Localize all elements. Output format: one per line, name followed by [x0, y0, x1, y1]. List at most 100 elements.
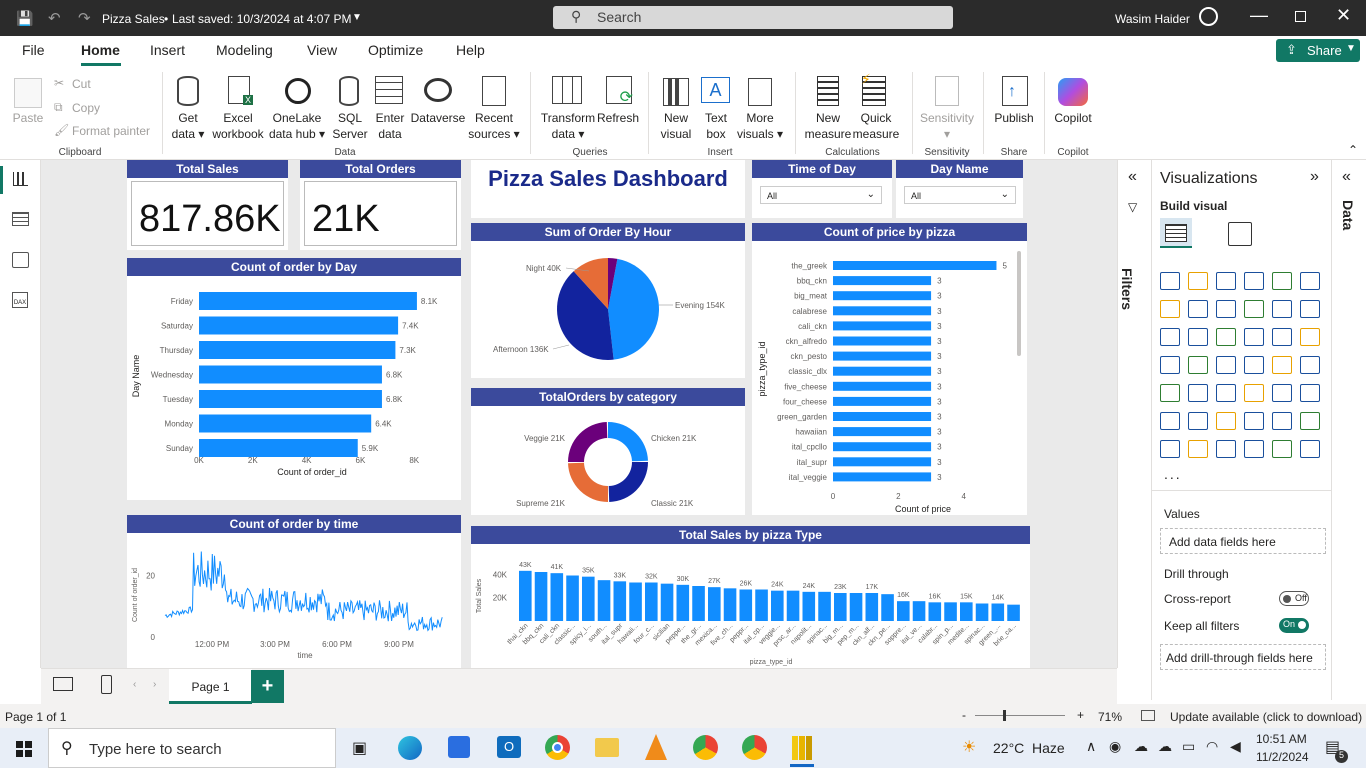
- visual-type-icon[interactable]: [1216, 384, 1236, 402]
- search-box[interactable]: ⚲ Search: [553, 6, 953, 29]
- zoom-slider[interactable]: [975, 715, 1065, 716]
- battery-icon[interactable]: ▭: [1182, 738, 1196, 754]
- menu-home[interactable]: Home: [81, 42, 120, 58]
- visual-type-icon[interactable]: [1244, 328, 1264, 346]
- share-button[interactable]: ⇪ Share ▼: [1276, 39, 1360, 62]
- transform-data-button[interactable]: Transform data ▾: [540, 111, 596, 141]
- chart-sales-by-type[interactable]: Total Sales by pizza Type 40K 20K thai_ckn…: [471, 526, 1030, 668]
- values-drop-zone[interactable]: Add data fields here: [1160, 528, 1326, 554]
- cross-report-toggle[interactable]: Off: [1279, 591, 1309, 606]
- new-measure-button[interactable]: New measure: [804, 111, 852, 141]
- visual-type-icon[interactable]: [1216, 412, 1236, 430]
- visual-type-icon[interactable]: [1216, 440, 1236, 458]
- visual-type-icon[interactable]: [1272, 300, 1292, 318]
- visual-type-icon[interactable]: [1272, 272, 1292, 290]
- tray-icon-2[interactable]: ☁: [1134, 738, 1148, 754]
- visual-type-icon[interactable]: [1160, 272, 1180, 290]
- zoom-out-icon[interactable]: -: [962, 708, 966, 722]
- kpi-total-orders[interactable]: Total Orders 21K: [300, 160, 461, 250]
- visual-type-icon[interactable]: [1300, 412, 1320, 430]
- menu-insert[interactable]: Insert: [150, 42, 186, 58]
- more-visuals-ellipsis[interactable]: ...: [1164, 466, 1182, 482]
- sensitivity-button[interactable]: Sensitivity ▾: [919, 111, 975, 141]
- collapse-icon[interactable]: »: [1310, 168, 1319, 185]
- copilot-button[interactable]: Copilot: [1054, 111, 1092, 125]
- visual-type-icon[interactable]: [1160, 328, 1180, 346]
- visual-type-icon[interactable]: [1188, 356, 1208, 374]
- menu-modeling[interactable]: Modeling: [216, 42, 273, 58]
- visual-type-icon[interactable]: [1216, 328, 1236, 346]
- chart-orders-by-hour[interactable]: Sum of Order By Hour Evening 154K Afterno…: [471, 223, 745, 378]
- format-visual-icon[interactable]: [1228, 222, 1252, 246]
- outlook-icon[interactable]: O: [497, 736, 521, 758]
- slicer-time-of-day[interactable]: Time of Day All ⌄: [752, 160, 892, 218]
- get-data-button[interactable]: Get data ▾: [171, 111, 205, 141]
- page-tab-1[interactable]: Page 1: [169, 669, 252, 704]
- windows-start-icon[interactable]: [16, 741, 32, 757]
- visual-type-icon[interactable]: [1244, 440, 1264, 458]
- power-bi-icon[interactable]: [792, 736, 812, 760]
- keep-filters-toggle[interactable]: On: [1279, 618, 1309, 633]
- visual-type-icon[interactable]: [1272, 328, 1292, 346]
- chrome-icon[interactable]: [545, 735, 570, 760]
- minimize-button[interactable]: —: [1250, 5, 1268, 25]
- onedrive-icon[interactable]: ☁: [1158, 738, 1172, 754]
- visual-type-icon[interactable]: [1300, 440, 1320, 458]
- visual-type-icon[interactable]: [1272, 356, 1292, 374]
- format-painter-button[interactable]: Format painter: [72, 124, 151, 138]
- cut-button[interactable]: Cut: [72, 77, 91, 91]
- visual-type-icon[interactable]: [1244, 384, 1264, 402]
- visual-type-icon[interactable]: [1216, 300, 1236, 318]
- volume-icon[interactable]: ◀: [1230, 738, 1241, 754]
- enter-data-button[interactable]: Enter data: [375, 111, 405, 141]
- visual-type-icon[interactable]: [1188, 384, 1208, 402]
- menu-help[interactable]: Help: [456, 42, 485, 58]
- chart-orders-by-time[interactable]: Count of order by time 20 0 12:00 PM 3:00 P…: [127, 515, 461, 668]
- paste-button[interactable]: Paste: [12, 111, 44, 125]
- store-icon[interactable]: [448, 736, 470, 758]
- onelake-button[interactable]: OneLake data hub ▾: [268, 111, 326, 141]
- avatar[interactable]: [1199, 7, 1218, 26]
- text-box-button[interactable]: Text box: [704, 111, 727, 141]
- menu-optimize[interactable]: Optimize: [368, 42, 424, 58]
- visual-type-icon[interactable]: [1188, 412, 1208, 430]
- visual-type-icon[interactable]: [1244, 300, 1264, 318]
- dataverse-button[interactable]: Dataverse: [410, 111, 466, 125]
- redo-icon[interactable]: ↷: [78, 10, 91, 27]
- zoom-in-icon[interactable]: +: [1077, 708, 1085, 722]
- visual-type-icon[interactable]: [1188, 440, 1208, 458]
- dax-query-icon[interactable]: DAX: [12, 292, 28, 308]
- visual-type-icon[interactable]: [1188, 328, 1208, 346]
- update-notice[interactable]: Update available (click to download): [1170, 710, 1363, 724]
- expand-icon[interactable]: «: [1128, 168, 1137, 185]
- recent-sources-button[interactable]: Recent sources ▾: [468, 111, 520, 141]
- save-icon[interactable]: 💾: [16, 10, 34, 26]
- model-view-icon[interactable]: [12, 252, 29, 268]
- desktop-layout-icon[interactable]: [53, 677, 73, 691]
- visual-type-icon[interactable]: [1244, 272, 1264, 290]
- sql-server-button[interactable]: SQL Server: [332, 111, 368, 141]
- visual-type-icon[interactable]: [1300, 384, 1320, 402]
- visual-type-icon[interactable]: [1272, 440, 1292, 458]
- visual-type-icon[interactable]: [1272, 384, 1292, 402]
- wifi-icon[interactable]: ◠: [1206, 738, 1219, 754]
- kpi-total-sales[interactable]: Total Sales 817.86K: [127, 160, 288, 250]
- visual-type-icon[interactable]: [1188, 300, 1208, 318]
- fit-page-icon[interactable]: [1141, 710, 1155, 721]
- chevron-down-icon[interactable]: ▼: [352, 12, 362, 23]
- visual-type-icon[interactable]: [1300, 356, 1320, 374]
- chart-price-by-pizza[interactable]: Count of price by pizza the_greek 5 bbq_ck…: [752, 223, 1027, 515]
- taskbar-search[interactable]: ⚲ Type here to search: [48, 728, 336, 768]
- visual-type-icon[interactable]: [1160, 440, 1180, 458]
- slicer-dropdown[interactable]: All ⌄: [760, 186, 882, 204]
- dashboard-title-box[interactable]: Pizza Sales Dashboard: [471, 160, 745, 218]
- task-view-icon[interactable]: ▣: [352, 740, 368, 757]
- menu-file[interactable]: File: [22, 42, 45, 58]
- mobile-layout-icon[interactable]: [101, 675, 112, 694]
- publish-button[interactable]: Publish: [994, 111, 1034, 125]
- visual-type-icon[interactable]: [1300, 328, 1320, 346]
- scrollbar[interactable]: [1017, 251, 1021, 356]
- quick-measure-button[interactable]: Quick measure: [852, 111, 900, 141]
- collapse-ribbon-icon[interactable]: ⌃: [1348, 143, 1359, 157]
- visual-type-icon[interactable]: [1272, 412, 1292, 430]
